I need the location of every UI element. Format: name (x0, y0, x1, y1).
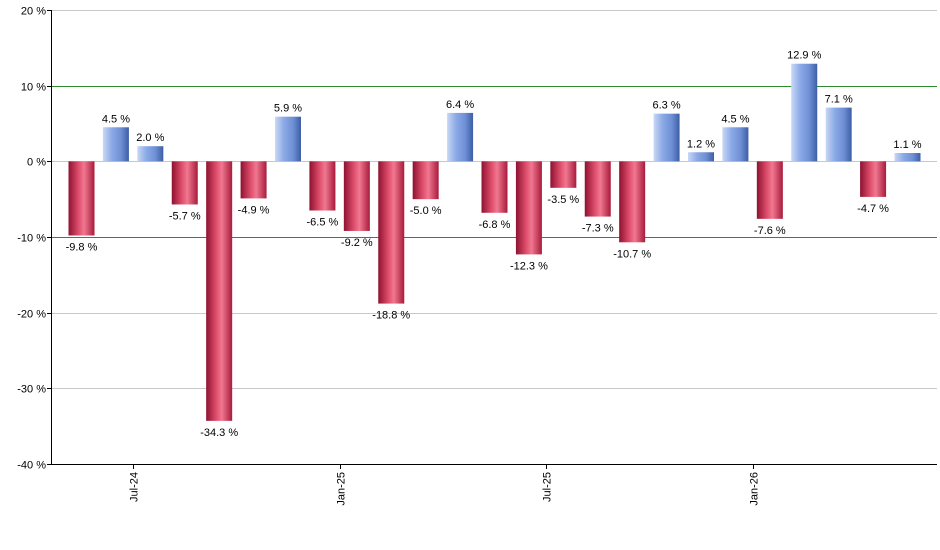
data-label: 5.9 % (274, 103, 302, 115)
bar (791, 63, 818, 162)
bar (102, 127, 129, 162)
bar (584, 161, 611, 217)
bars (68, 63, 921, 421)
bar (550, 161, 577, 188)
y-tick-label: -30 % (17, 384, 46, 396)
x-tick-label: Jul-24 (129, 472, 141, 502)
data-label: -12.3 % (510, 260, 548, 272)
bar (240, 161, 267, 199)
data-label: 7.1 % (825, 94, 853, 106)
data-label: -5.7 % (169, 210, 201, 222)
data-label: -18.8 % (372, 310, 410, 322)
axes: 20 % 10 % 0 % -10 % -20 % -30 % -40 % Jul-24 Jan… (17, 6, 937, 506)
y-tick-label: 10 % (21, 82, 46, 94)
bar (619, 161, 646, 243)
data-label: 1.2 % (687, 138, 715, 150)
y-tick-label: -40 % (17, 460, 46, 472)
data-label: 4.5 % (721, 113, 749, 125)
data-label: 6.3 % (653, 100, 681, 112)
bar (481, 161, 508, 213)
bar (894, 153, 921, 162)
y-tick-label: 20 % (21, 6, 46, 18)
data-label: 6.4 % (446, 99, 474, 111)
bar (653, 113, 680, 162)
data-label: -10.7 % (613, 248, 651, 260)
data-label: 4.5 % (102, 113, 130, 125)
data-label: -4.9 % (238, 204, 270, 216)
x-tick-label: Jul-25 (542, 472, 554, 502)
bar (722, 127, 749, 162)
bar (756, 161, 783, 219)
bar (343, 161, 370, 231)
x-tick-label: Jan-25 (336, 472, 348, 506)
data-label: -5.0 % (410, 205, 442, 217)
data-label: -4.7 % (857, 203, 889, 215)
data-label: -7.6 % (754, 225, 786, 237)
bar (688, 152, 714, 162)
data-label: -6.8 % (479, 219, 511, 231)
bar (412, 161, 439, 200)
data-label: 2.0 % (136, 132, 164, 144)
data-label: -34.3 % (200, 427, 238, 439)
data-labels: -9.8 % 4.5 % 2.0 % -5.7 % -34.3 % -4.9 % 5.9 %… (66, 50, 922, 439)
bar (171, 161, 198, 205)
y-tick-label: -20 % (17, 309, 46, 321)
bar (825, 107, 852, 162)
data-label: -9.2 % (341, 237, 373, 249)
bar (515, 161, 542, 255)
y-tick-label: 0 % (27, 157, 46, 169)
bar (137, 146, 164, 162)
data-label: -7.3 % (582, 223, 614, 235)
data-label: 1.1 % (893, 139, 921, 151)
bar (860, 161, 887, 197)
bar (378, 161, 405, 304)
bar (275, 116, 301, 162)
data-label: -6.5 % (307, 217, 339, 229)
data-label: -9.8 % (66, 241, 98, 253)
data-label: -3.5 % (547, 194, 579, 206)
bar (309, 161, 336, 211)
data-label: 12.9 % (787, 50, 821, 62)
bar (447, 112, 474, 162)
y-tick-label: -10 % (17, 233, 46, 245)
x-tick-label: Jan-26 (749, 472, 761, 506)
bar (206, 161, 233, 421)
bar (68, 161, 95, 236)
